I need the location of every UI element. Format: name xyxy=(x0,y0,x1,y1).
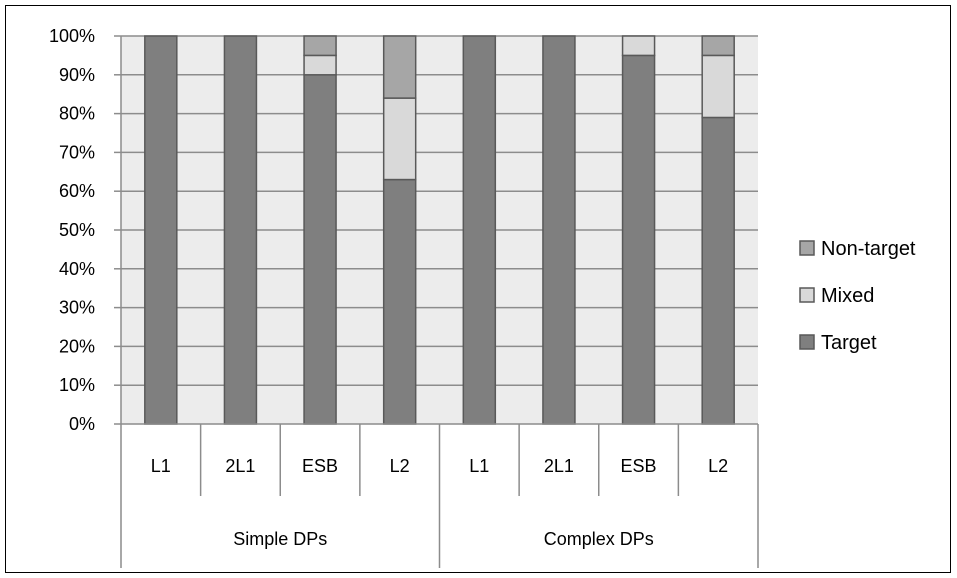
bar-segment-target xyxy=(702,117,734,424)
category-label: ESB xyxy=(621,456,657,476)
bar-segment-target xyxy=(463,36,495,424)
bar-segment-non-target xyxy=(384,36,416,98)
legend-label: Mixed xyxy=(821,285,874,307)
legend-swatch xyxy=(800,241,814,255)
bar-segment-mixed xyxy=(623,36,655,55)
group-label: Complex DPs xyxy=(544,529,654,549)
y-tick-label: 20% xyxy=(59,336,95,356)
legend-label: Non-target xyxy=(821,238,916,260)
group-label: Simple DPs xyxy=(233,529,327,549)
bar-segment-target xyxy=(224,36,256,424)
bar-segment-target xyxy=(623,55,655,424)
category-label: 2L1 xyxy=(225,456,255,476)
y-tick-label: 50% xyxy=(59,220,95,240)
category-label: L2 xyxy=(390,456,410,476)
category-label: L1 xyxy=(469,456,489,476)
y-tick-label: 70% xyxy=(59,142,95,162)
bar-segment-mixed xyxy=(702,55,734,117)
y-tick-label: 40% xyxy=(59,259,95,279)
bar-segment-target xyxy=(304,75,336,424)
legend-swatch xyxy=(800,335,814,349)
bar-segment-non-target xyxy=(304,36,336,55)
category-label: ESB xyxy=(302,456,338,476)
category-label: 2L1 xyxy=(544,456,574,476)
bar-segment-target xyxy=(543,36,575,424)
bar-segment-non-target xyxy=(702,36,734,55)
y-tick-label: 10% xyxy=(59,375,95,395)
category-label: L2 xyxy=(708,456,728,476)
y-tick-label: 30% xyxy=(59,298,95,318)
bar-segment-mixed xyxy=(304,55,336,74)
legend-label: Target xyxy=(821,332,877,354)
legend-swatch xyxy=(800,288,814,302)
bar-segment-mixed xyxy=(384,98,416,179)
bar-segment-target xyxy=(145,36,177,424)
y-tick-label: 90% xyxy=(59,65,95,85)
category-label: L1 xyxy=(151,456,171,476)
y-tick-label: 0% xyxy=(69,414,95,434)
y-tick-label: 80% xyxy=(59,104,95,124)
y-tick-label: 100% xyxy=(49,26,95,46)
y-tick-label: 60% xyxy=(59,181,95,201)
bar-segment-target xyxy=(384,180,416,424)
